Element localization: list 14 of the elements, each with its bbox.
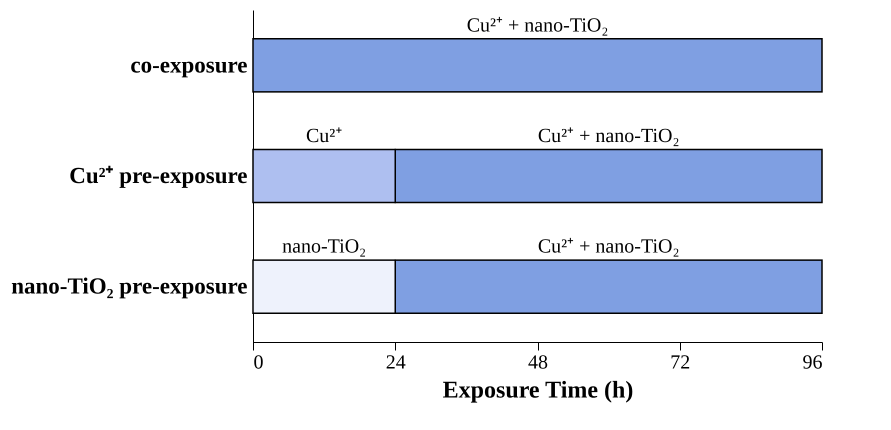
- x-axis-title: Exposure Time (h): [442, 378, 634, 404]
- y-tick-label: co-exposure: [130, 52, 248, 78]
- x-tick-label: 0: [254, 352, 264, 374]
- y-tick-label: Cu²⁺ pre-exposure: [69, 163, 248, 188]
- x-tick-label: 72: [670, 352, 690, 374]
- y-tick-label: nano-TiO₂ pre-exposure: [11, 274, 248, 299]
- x-tick-label: 48: [528, 352, 548, 374]
- series-label: Cu²⁺: [306, 125, 342, 147]
- text: Cu²⁺ + nano-TiO₂: [538, 236, 680, 258]
- series-label: Cu²⁺ + nano-TiO₂: [466, 14, 608, 36]
- x-tick-label: 24: [386, 352, 406, 374]
- x-tick-label: 96: [802, 352, 822, 374]
- text: Cu²⁺ + nano-TiO₂: [538, 125, 680, 147]
- series-label: nano-TiO₂: [282, 236, 366, 258]
